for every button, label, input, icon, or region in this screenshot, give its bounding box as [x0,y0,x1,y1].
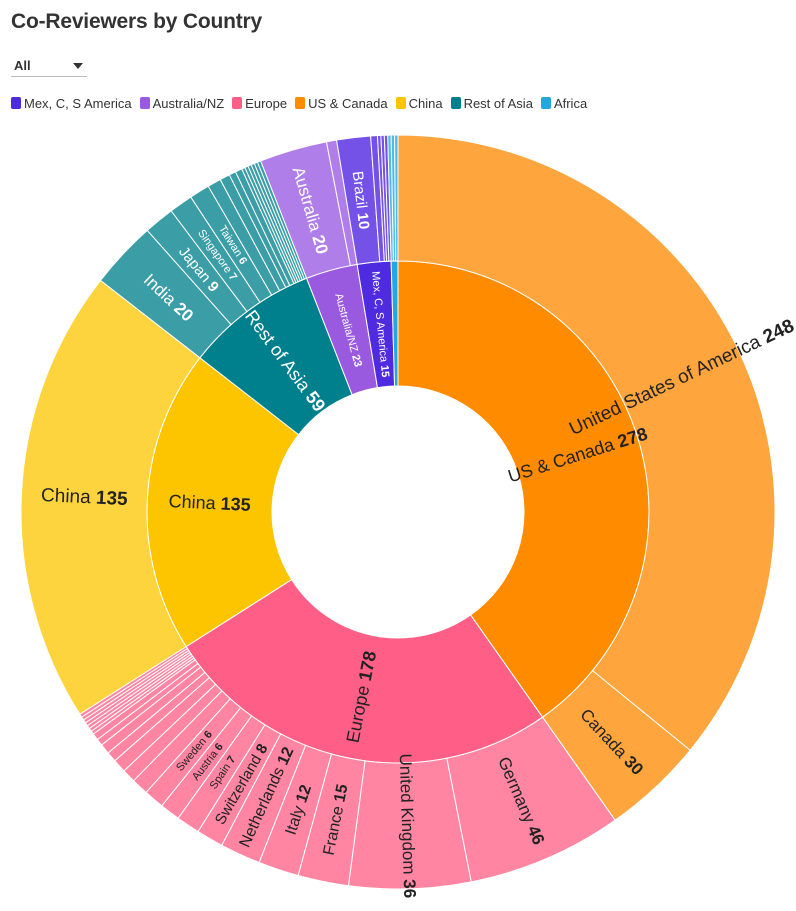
region-filter-value: All [14,58,31,73]
outer-slice-china[interactable] [20,279,201,715]
legend-label: Europe [245,95,288,111]
legend-item[interactable]: Rest of Asia [450,95,533,111]
slice-label-brazil: Brazil 10 [349,170,373,230]
legend-item[interactable]: China [395,95,443,111]
slice-label-value: 7 [225,754,238,766]
slice-label-value: 15 [331,783,351,804]
slice-label-value: 135 [220,494,251,515]
legend-item[interactable]: Europe [232,96,287,111]
legend-item[interactable]: US & Canada [295,96,388,111]
slice-label-value: 20 [309,233,333,256]
legend-swatch [395,97,406,109]
slice-label-name: China [168,491,221,513]
legend-label: China [408,95,443,111]
legend-swatch [295,97,306,109]
legend-swatch [11,97,21,109]
slice-label-name: Brazil [349,170,371,213]
slice-label-united-kingdom: United Kingdom 36 [396,753,420,898]
legend-label: Africa [553,95,588,111]
legend-swatch [540,97,551,109]
legend-swatch [450,97,461,109]
legend: Mex, C, S America Australia/NZ Europe US & … [11,93,595,113]
slice-label-value: 12 [274,744,297,767]
chart-title: Co-Reviewers by Country [11,10,262,33]
slice-label-value: 36 [400,879,420,899]
legend-item[interactable]: Australia/NZ [139,95,225,111]
slice-label-name: China [41,484,97,508]
outer-slice-united-states-of-america[interactable] [397,134,776,752]
slice-label-value: 15 [378,365,391,378]
legend-label: Australia/NZ [152,95,225,111]
slice-label-value: 6 [236,255,249,267]
legend-label: US & Canada [308,95,388,111]
legend-swatch [232,97,243,109]
legend-item[interactable]: Africa [540,95,588,111]
slice-label-value: 10 [354,212,373,231]
slice-label-value: 12 [293,783,315,805]
slice-label-value: 7 [226,271,239,283]
legend-label: Mex, C, S America [24,95,132,111]
region-filter-dropdown[interactable]: All [11,54,87,77]
legend-swatch [139,97,150,109]
slice-label-value: 23 [349,353,364,368]
outer-slice-other[interactable] [394,134,399,262]
legend-item[interactable]: Mex, C, S America [11,96,132,111]
chevron-down-icon [73,63,83,69]
slice-label-china: China 135 [41,484,129,509]
legend-label: Rest of Asia [463,95,533,111]
slice-label-value: 135 [95,487,128,510]
slice-label-china: China 135 [168,491,251,515]
slice-label-name: United Kingdom [396,753,419,879]
